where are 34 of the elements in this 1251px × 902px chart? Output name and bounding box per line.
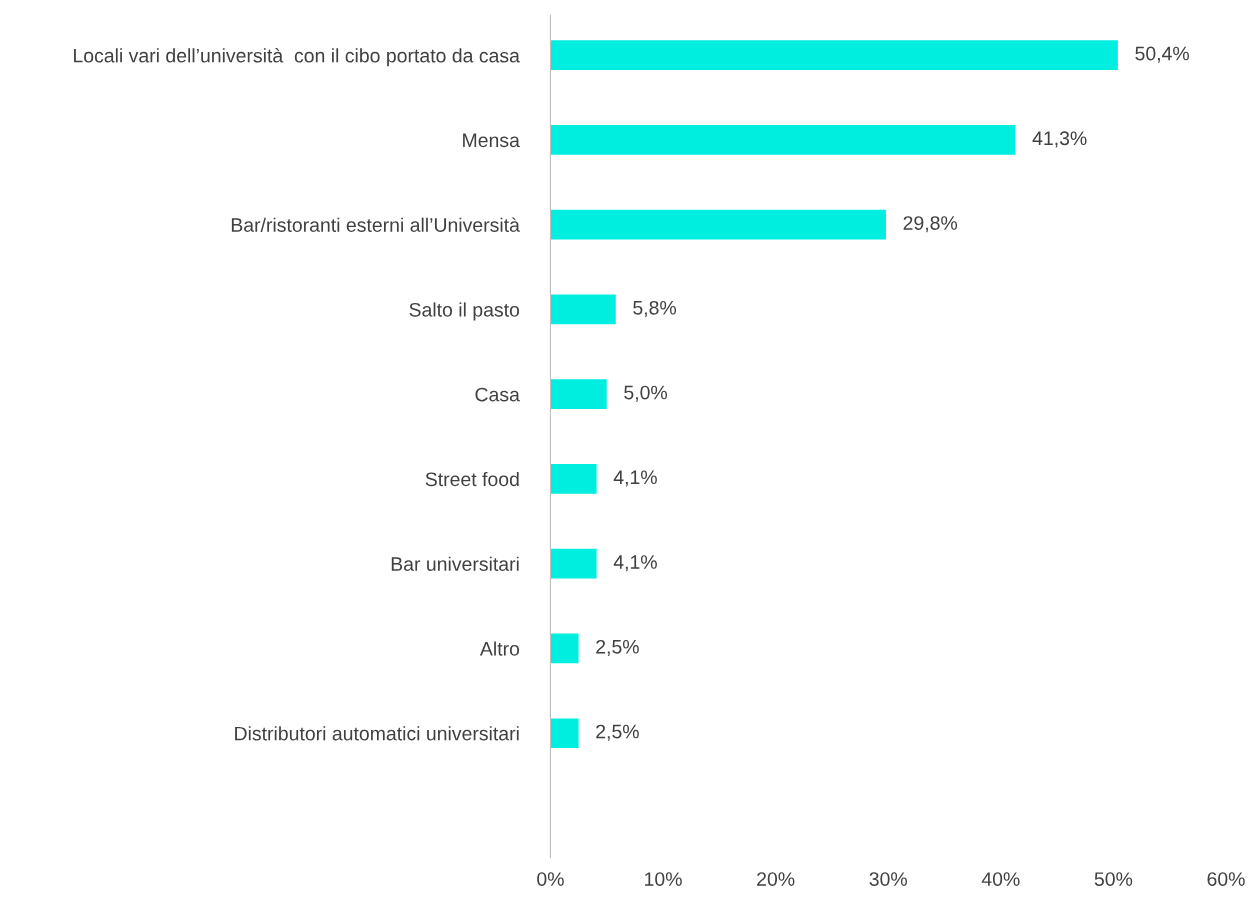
- bar: [550, 464, 597, 494]
- bar: [550, 548, 597, 579]
- bar: [550, 379, 607, 410]
- data-label: 2,5%: [596, 724, 639, 741]
- y-tick-label: Bar universitari: [391, 556, 519, 571]
- x-tick-label: 30%: [869, 872, 907, 886]
- x-tick-label: 60%: [1207, 872, 1245, 886]
- bar: [550, 209, 886, 240]
- y-tick-label: Bar/ristoranti esterni all’Università: [231, 217, 520, 232]
- y-tick-label: Casa: [475, 387, 520, 402]
- y-tick-label: Mensa: [463, 133, 520, 148]
- y-tick-label: Locali vari dell’università con il cibo portato da casa: [74, 48, 520, 67]
- x-tick-label: 50%: [1094, 872, 1133, 886]
- data-label: 5,0%: [624, 385, 668, 402]
- y-tick-label: Street food: [425, 471, 519, 487]
- data-label: 29,8%: [903, 216, 958, 233]
- data-label: 2,5%: [596, 639, 639, 656]
- x-tick-label: 10%: [645, 872, 682, 886]
- bar: [550, 294, 616, 325]
- bar: [550, 633, 579, 664]
- bar: [550, 718, 579, 749]
- y-tick-label: Distributori automatici universitari: [235, 726, 519, 741]
- x-tick-label: 20%: [757, 872, 795, 886]
- x-tick-label: 0%: [537, 872, 564, 886]
- y-tick-label: Altro: [479, 641, 520, 656]
- data-label: 4,1%: [613, 470, 657, 487]
- x-tick-label: 40%: [981, 872, 1020, 886]
- data-label: 41,3%: [1032, 131, 1087, 148]
- data-label: 5,8%: [633, 300, 677, 317]
- data-label: 4,1%: [613, 555, 657, 572]
- bar: [550, 40, 1118, 70]
- data-label: 50,4%: [1135, 46, 1189, 63]
- y-tick-label: Salto il pasto: [409, 302, 520, 321]
- bar: [550, 125, 1016, 155]
